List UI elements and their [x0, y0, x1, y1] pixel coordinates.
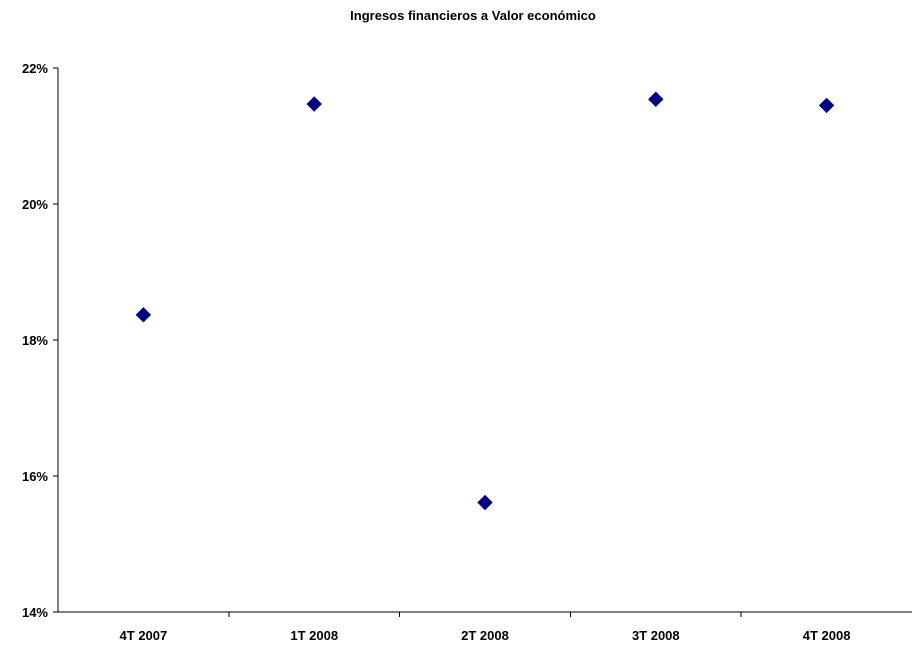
- x-tick-label: 4T 2008: [803, 628, 851, 643]
- data-points: [135, 91, 835, 511]
- y-tick-label: 20%: [22, 197, 48, 212]
- x-axis-ticks: 4T 2007 1T 2008 2T 2008 3T 2008 4T 2008: [120, 612, 851, 643]
- data-point: [477, 494, 493, 511]
- y-tick-label: 18%: [22, 333, 48, 348]
- data-point: [135, 307, 152, 323]
- y-axis-ticks: 14% 16% 18% 20% 22%: [22, 61, 58, 620]
- x-tick-label: 1T 2008: [290, 628, 338, 643]
- x-tick-label: 3T 2008: [632, 628, 680, 643]
- y-tick-label: 22%: [22, 61, 48, 76]
- data-point: [648, 91, 664, 107]
- y-tick-label: 16%: [22, 469, 48, 484]
- chart-title: Ingresos financieros a Valor económico: [350, 8, 596, 23]
- data-point: [818, 97, 835, 114]
- data-point: [306, 96, 322, 112]
- x-tick-label: 4T 2007: [120, 628, 168, 643]
- x-tick-label: 2T 2008: [461, 628, 509, 643]
- y-tick-label: 14%: [22, 605, 48, 620]
